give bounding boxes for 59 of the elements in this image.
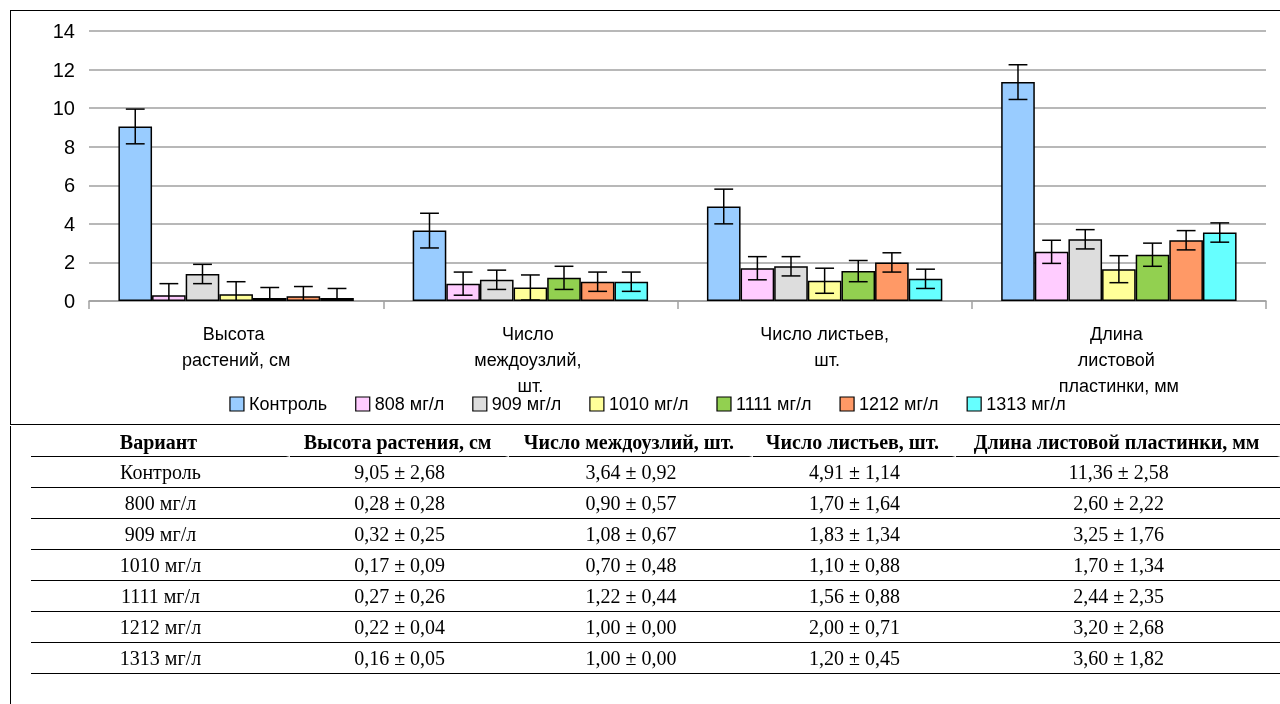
y-tick-label: 14 (52, 20, 75, 42)
text: 1,56 ± 0,88 (808, 585, 900, 607)
text: 1,70 ± 1,34 (1073, 554, 1165, 576)
text: 9,05 ± 2,68 (354, 461, 446, 483)
text: 0,28 ± 0,28 (354, 492, 446, 514)
category-label: Число междоузлий, шт. (509, 426, 753, 457)
legend-label: 1010 мг/л (608, 394, 689, 414)
category-label: 909 мг/л (124, 523, 197, 545)
category-label: Высота растения, см (290, 426, 510, 457)
text: 0,90 ± 0,57 (585, 492, 677, 514)
x-tick-label: Длина листовой пластинки, мм (1058, 324, 1179, 396)
text: 3,20 ± 2,68 (1073, 616, 1165, 638)
text: 3,25 ± 1,76 (1073, 523, 1165, 545)
category-label: 1010 мг/л (119, 554, 202, 576)
text: 0,17 ± 0,09 (354, 554, 446, 576)
category-label: 1313 мг/л (119, 647, 202, 669)
text: 1,20 ± 0,45 (808, 647, 900, 669)
text: Вариант (31, 426, 290, 457)
x-tick-label: Число листьев, шт. (760, 324, 889, 370)
legend-label: Контроль (248, 394, 328, 414)
text: 1,00 ± 0,00 (585, 647, 677, 669)
legend-label: 1313 мг/л (986, 394, 1066, 414)
text: 3,64 ± 0,92 (585, 461, 677, 483)
text: 0,27 ± 0,26 (354, 585, 446, 607)
category-label: Контроль (120, 461, 201, 483)
text: 2,00 ± 0,71 (808, 616, 900, 638)
text: 1,00 ± 0,00 (585, 616, 677, 638)
text: 11,36 ± 2,58 (1068, 461, 1169, 483)
text: 3,60 ± 1,82 (1073, 647, 1165, 669)
category-label: 1212 мг/л (119, 616, 202, 638)
y-tick-label: 2 (63, 251, 75, 274)
y-tick-label: 0 (63, 290, 75, 312)
category-label: Число листьев, шт. (752, 426, 957, 457)
category-label: Длина листовой пластинки, мм (956, 426, 1280, 457)
text: 0,16 ± 0,05 (354, 647, 446, 669)
y-tick-label: 10 (52, 97, 75, 120)
text: 4,91 ± 1,14 (808, 461, 900, 483)
legend-label: 1212 мг/л (859, 394, 939, 414)
y-tick-label: 8 (63, 135, 75, 158)
y-tick-label: 4 (63, 212, 75, 235)
text: 1,08 ± 0,67 (585, 523, 677, 545)
text: 1,22 ± 0,44 (585, 585, 677, 607)
legend-label: 808 мг/л (374, 394, 445, 414)
text: 0,32 ± 0,25 (354, 523, 446, 545)
category-label: 1111 мг/л (120, 585, 201, 607)
text: 2,44 ± 2,35 (1073, 585, 1165, 607)
text: 1,83 ± 1,34 (808, 523, 900, 545)
category-label: 800 мг/л (124, 492, 197, 514)
x-tick-label: Число междоузлий, шт. (474, 324, 587, 396)
y-tick-label: 6 (63, 174, 75, 197)
text: 1,10 ± 0,88 (808, 554, 900, 576)
legend-label: 1111 мг/л (735, 394, 812, 414)
x-tick-label: Высота растений, см (181, 324, 291, 370)
y-tick-label: 12 (52, 58, 75, 81)
text: 0,70 ± 0,48 (585, 554, 677, 576)
text: 1,70 ± 1,64 (808, 492, 900, 514)
legend-label: 909 мг/л (491, 394, 562, 414)
text: 2,60 ± 2,22 (1073, 492, 1165, 514)
text: 0,22 ± 0,04 (354, 616, 446, 638)
